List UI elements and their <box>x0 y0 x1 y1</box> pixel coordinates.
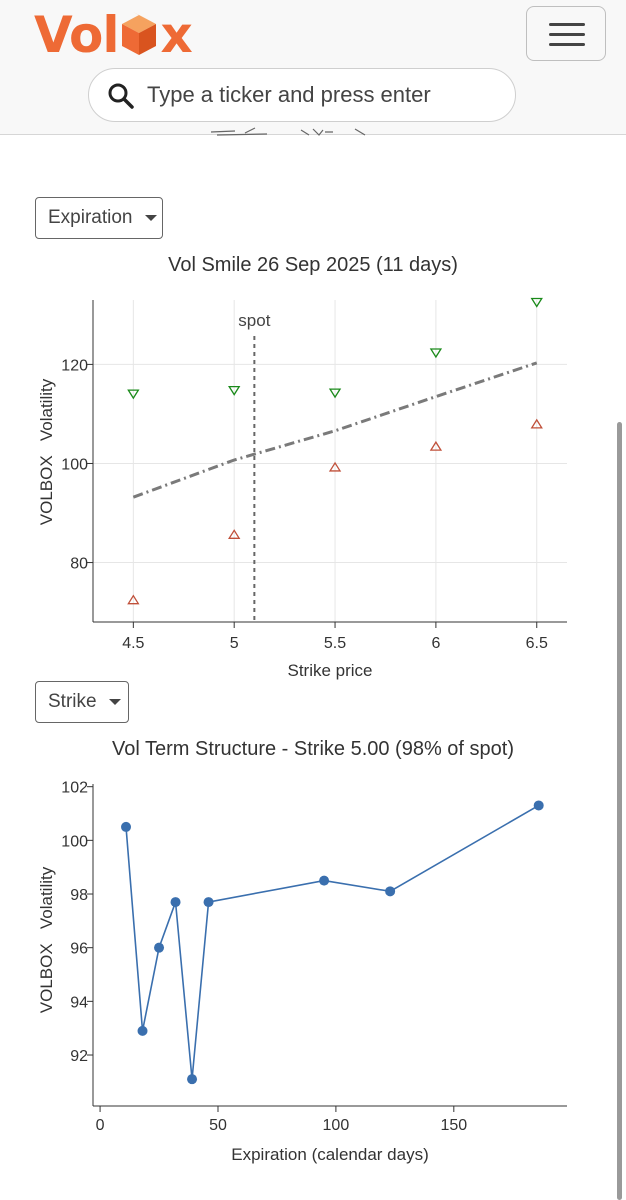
expiration-dropdown-label: Expiration <box>48 207 133 228</box>
term-point <box>319 875 330 886</box>
vol-term-title: Vol Term Structure - Strike 5.00 (98% of… <box>111 738 515 760</box>
smile-ask-point <box>328 388 342 399</box>
vol-term-chart: 0 50 100 150 92 94 96 98 100 102 Expiration (cale… <box>37 780 567 1164</box>
term-y-axis-label: VOLBOX Volatility <box>37 866 56 1013</box>
chevron-down-icon <box>144 215 157 221</box>
smile-x-tick-label: 6 <box>431 635 440 652</box>
smile-ask-point <box>429 348 443 359</box>
smile-ask-point <box>530 297 543 308</box>
scrolled-content-fragment <box>210 127 366 136</box>
term-x-axis-label: Expiration (calendar days) <box>231 1145 428 1164</box>
term-point <box>385 886 396 897</box>
ticker-search-box[interactable]: Type a ticker and press enter <box>88 68 516 122</box>
page-scrollbar[interactable] <box>617 422 622 1200</box>
hamburger-menu-icon-line-3 <box>549 43 585 46</box>
term-point <box>187 1074 198 1085</box>
term-series-line <box>125 804 540 1080</box>
term-x-tick-label: 0 <box>96 1117 105 1134</box>
search-placeholder[interactable]: Type a ticker and press enter <box>147 82 431 107</box>
term-y-tick-label: 92 <box>70 1048 88 1065</box>
hamburger-menu-icon-line-1 <box>549 23 585 26</box>
smile-x-tick-label: 6.5 <box>526 635 548 652</box>
term-point <box>121 821 132 832</box>
expiration-dropdown[interactable]: Expiration <box>35 197 163 239</box>
term-y-tick-label: 102 <box>61 780 88 797</box>
smile-fit-line <box>132 361 538 499</box>
term-point <box>533 800 544 811</box>
smile-x-tick-label: 5 <box>230 635 239 652</box>
smile-y-axis-label: VOLBOX Volatility <box>37 378 56 525</box>
hamburger-menu-icon-line-2 <box>549 33 585 36</box>
smile-y-tick-label: 80 <box>70 556 88 573</box>
logo-text-x: x <box>160 6 192 64</box>
smile-x-tick-label: 4.5 <box>122 635 144 652</box>
smile-bid-point <box>429 440 443 451</box>
logo-cube-icon: bo <box>122 12 157 55</box>
smile-y-tick-label: 100 <box>61 456 88 473</box>
term-marks <box>121 800 544 1085</box>
term-point <box>137 1025 148 1036</box>
term-ticks: 0 50 100 150 92 94 96 98 100 102 <box>61 780 467 1134</box>
vol-smile-chart: 4.5 5 5.5 6 6.5 80 100 120 spot Strike price VO… <box>37 297 567 680</box>
term-y-tick-label: 98 <box>70 887 88 904</box>
spot-label: spot <box>238 311 270 330</box>
chevron-down-icon <box>108 699 121 705</box>
smile-gridlines <box>93 300 567 622</box>
smile-bid-point <box>127 594 140 605</box>
search-icon <box>108 83 134 109</box>
term-point <box>154 942 165 953</box>
app-header: Vol bo x Type a ticker and press enter <box>0 0 626 136</box>
term-y-tick-label: 96 <box>70 941 88 958</box>
term-point <box>203 897 214 908</box>
volbox-logo[interactable]: Vol bo x <box>34 4 193 66</box>
smile-ticks: 4.5 5 5.5 6 6.5 80 100 120 <box>61 357 548 652</box>
smile-y-tick-label: 120 <box>61 357 88 374</box>
smile-bid-point <box>328 461 342 472</box>
smile-bid-point <box>228 529 241 539</box>
term-point <box>170 897 181 908</box>
hamburger-menu-button[interactable] <box>526 6 606 61</box>
term-y-tick-label: 94 <box>70 994 88 1011</box>
strike-dropdown[interactable]: Strike <box>35 681 129 723</box>
term-x-tick-label: 50 <box>209 1117 227 1134</box>
logo-text-vol: Vol <box>34 6 119 64</box>
term-x-tick-label: 100 <box>323 1117 350 1134</box>
smile-bid-point <box>530 418 543 429</box>
term-y-tick-label: 100 <box>61 833 88 850</box>
smile-ask-point <box>228 386 241 396</box>
smile-x-tick-label: 5.5 <box>324 635 346 652</box>
strike-dropdown-label: Strike <box>48 691 97 712</box>
smile-ask-point <box>127 389 140 400</box>
vol-smile-title: Vol Smile 26 Sep 2025 (11 days) <box>168 254 458 276</box>
term-x-tick-label: 150 <box>440 1117 467 1134</box>
smile-marks <box>127 297 543 622</box>
smile-x-axis-label: Strike price <box>287 661 372 680</box>
